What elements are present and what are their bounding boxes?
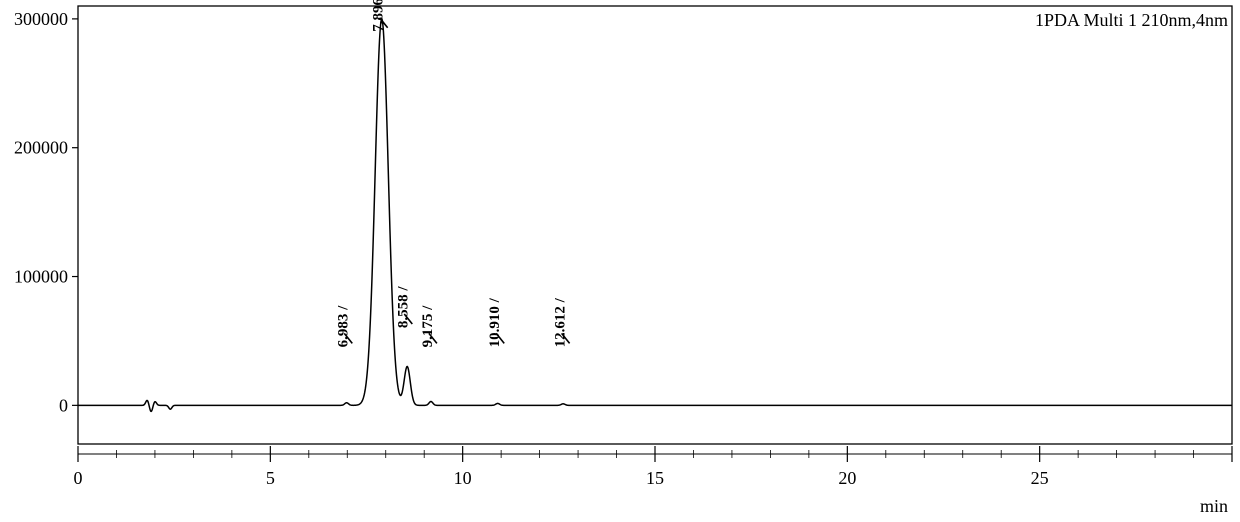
peak-label: 7.896 / <box>371 0 387 32</box>
x-tick-label: 15 <box>646 468 664 488</box>
peak-label: 9.175 / <box>420 305 436 348</box>
x-tick-label: 10 <box>454 468 472 488</box>
y-tick-label: 200000 <box>14 138 68 158</box>
x-axis-label: min <box>1200 496 1228 516</box>
detector-label: 1PDA Multi 1 210nm,4nm <box>1035 10 1228 30</box>
chromatogram-container: 0 5 10 15 20 25 min 0 100000 200000 300000 1PDA Mul… <box>0 0 1240 522</box>
peak-label: 8.558 / <box>395 286 411 329</box>
x-tick-label: 25 <box>1031 468 1049 488</box>
chromatogram-chart: 0 5 10 15 20 25 min 0 100000 200000 300000 1PDA Mul… <box>0 0 1240 522</box>
y-tick-label: 0 <box>59 395 68 415</box>
y-tick-label: 100000 <box>14 267 68 287</box>
x-tick-label: 20 <box>838 468 856 488</box>
peak-label: 6.983 / <box>335 305 351 348</box>
x-tick-label: 5 <box>266 468 275 488</box>
x-tick-label: 0 <box>74 468 83 488</box>
y-tick-label: 300000 <box>14 9 68 29</box>
peak-label: 10.910 / <box>487 297 503 347</box>
peak-label: 12.612 / <box>553 297 569 347</box>
